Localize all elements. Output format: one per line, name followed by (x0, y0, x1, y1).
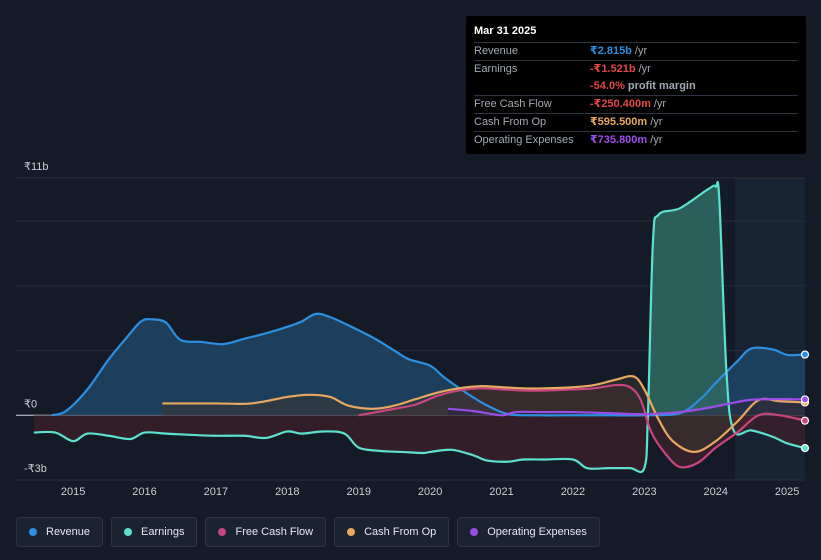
tooltip-row-value: ₹735.800m (590, 134, 648, 146)
series-lines (33, 181, 806, 474)
tooltip-row-value: ₹595.500m (590, 116, 648, 128)
legend-label: Earnings (141, 526, 185, 538)
legend-label: Revenue (46, 526, 91, 538)
tooltip-row-label: Earnings (474, 63, 518, 75)
revenue-end-marker (800, 350, 810, 359)
legend-dot-icon (470, 528, 479, 536)
x-tick-label: 2024 (704, 486, 728, 498)
x-tick-label: 2015 (61, 486, 85, 498)
legend: Revenue Earnings Free Cash Flow Cash From O… (16, 517, 600, 547)
legend-dot-icon (218, 528, 227, 536)
tooltip-row: Operating Expenses ₹735.800m/yr (474, 131, 798, 149)
x-tick-label: 2022 (561, 486, 585, 498)
tooltip-row-value: -54.0% (590, 80, 625, 92)
tooltip: Mar 31 2025 Revenue ₹2.815b/yr Earnings -₹1… (466, 16, 806, 154)
earnings-line (33, 181, 806, 474)
earnings-area-positive (647, 182, 730, 416)
x-tick-label: 2017 (204, 486, 228, 498)
y-tick-label: ₹0 (24, 398, 37, 410)
cash-from-op-line (162, 374, 806, 454)
tooltip-row-value: -₹250.400m (590, 98, 651, 110)
x-tick-label: 2025 (775, 486, 799, 498)
legend-dot-icon (124, 528, 133, 536)
legend-item-operating-expenses[interactable]: Operating Expenses (457, 517, 600, 547)
x-tick-label: 2020 (418, 486, 442, 498)
tooltip-rows: Revenue ₹2.815b/yr Earnings -₹1.521b/yr -54.… (474, 42, 798, 149)
revenue-line (51, 312, 806, 417)
legend-dot-icon (347, 528, 356, 536)
legend-item-free-cash-flow[interactable]: Free Cash Flow (205, 517, 327, 547)
earnings-end-marker (800, 443, 810, 453)
x-tick-label: 2016 (132, 486, 156, 498)
legend-label: Cash From Op (364, 526, 437, 538)
legend-item-cash-from-op[interactable]: Cash From Op (334, 517, 450, 547)
legend-item-earnings[interactable]: Earnings (111, 517, 198, 547)
legend-label: Free Cash Flow (235, 526, 314, 538)
x-axis: 2015 2016 2017 2018 2019 2020 2021 2022 2023 2024… (61, 486, 800, 498)
tooltip-row-unit: profit margin (627, 80, 696, 92)
legend-label: Operating Expenses (487, 526, 587, 538)
tooltip-row-unit: /yr (650, 134, 663, 146)
operating-expenses-area (447, 399, 805, 416)
tooltip-row-label: Revenue (474, 45, 519, 57)
y-tick-label: -₹3b (24, 463, 47, 475)
series-areas (33, 182, 806, 473)
series-end-markers (800, 350, 810, 453)
tooltip-row-unit: /yr (653, 98, 667, 110)
tooltip-row-value: -₹1.521b (590, 63, 636, 75)
tooltip-row-label: Operating Expenses (474, 134, 574, 146)
operating-expenses-end-marker (800, 395, 810, 404)
revenue-area (51, 313, 806, 416)
tooltip-row: Earnings -₹1.521b/yr (474, 60, 798, 78)
tooltip-row-unit: /yr (634, 45, 648, 57)
tooltip-row: Revenue ₹2.815b/yr (474, 42, 798, 60)
x-tick-label: 2019 (346, 486, 370, 498)
chart: ₹11b₹0-₹3b 2015 2016 2017 2018 2019 2020 2021 2… (16, 161, 810, 498)
tooltip-row-value: ₹2.815b (590, 45, 632, 57)
free-cash-flow-line (358, 383, 806, 469)
tooltip-row-unit: /yr (650, 116, 663, 128)
legend-dot-icon (29, 528, 37, 536)
x-tick-label: 2018 (275, 486, 299, 498)
operating-expenses-line (447, 398, 806, 417)
tooltip-row-label (474, 78, 590, 95)
tooltip-row-unit: /yr (638, 63, 651, 75)
tooltip-row: Free Cash Flow -₹250.400m/yr (474, 95, 798, 113)
y-axis: ₹11b ₹0 -₹3b (24, 161, 49, 475)
earnings-area-negative (33, 415, 805, 473)
free-cash-flow-end-marker (800, 416, 810, 425)
x-tick-label: 2023 (632, 486, 656, 498)
tooltip-date: Mar 31 2025 (474, 25, 537, 37)
legend-item-revenue[interactable]: Revenue (16, 517, 104, 547)
y-tick-label: ₹11b (24, 161, 49, 173)
tooltip-row: Cash From Op ₹595.500m/yr (474, 113, 798, 131)
x-tick-label: 2021 (489, 486, 513, 498)
tooltip-row-label: Free Cash Flow (474, 98, 552, 110)
tooltip-row-label: Cash From Op (474, 116, 547, 128)
tooltip-row: -54.0% profit margin (474, 78, 798, 95)
